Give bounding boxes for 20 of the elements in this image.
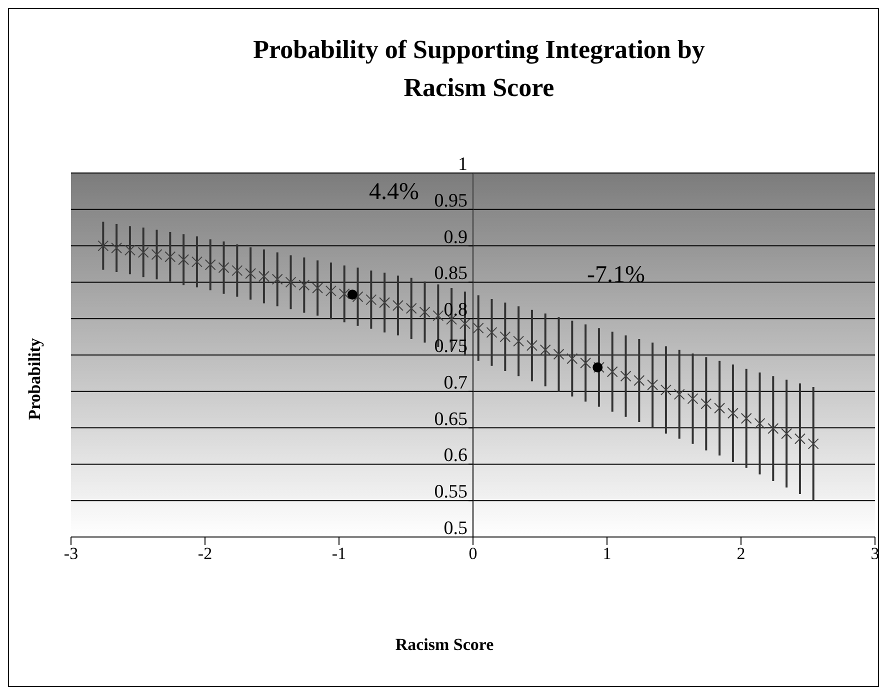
- x-tick-label: 0: [468, 544, 478, 564]
- y-tick-label: 0.65: [434, 408, 468, 430]
- y-tick-label: 0.7: [444, 372, 468, 394]
- y-tick-label: 0.85: [434, 263, 468, 284]
- y-tick-label: 0.55: [434, 482, 468, 503]
- y-axis-title: Probability: [25, 338, 45, 420]
- y-tick-label: 0.95: [434, 190, 468, 212]
- y-tick-label: 1: [458, 154, 468, 175]
- x-tick-label: -2: [198, 544, 212, 564]
- y-tick-label: 0.6: [444, 445, 468, 466]
- y-tick-label: 0.5: [444, 518, 468, 539]
- x-tick-label: -1: [332, 544, 346, 564]
- annotation: -7.1%: [587, 262, 645, 289]
- x-tick-label: -3: [64, 544, 78, 564]
- chart-title: Probability of Supporting Integration by Racism Score: [252, 34, 706, 104]
- y-tick-label: 0.9: [444, 226, 468, 248]
- x-tick-label: 1: [602, 544, 612, 564]
- x-axis-title: Racism Score: [394, 635, 495, 655]
- annotation: 4.4%: [369, 179, 419, 206]
- x-tick-label: 2: [736, 544, 746, 564]
